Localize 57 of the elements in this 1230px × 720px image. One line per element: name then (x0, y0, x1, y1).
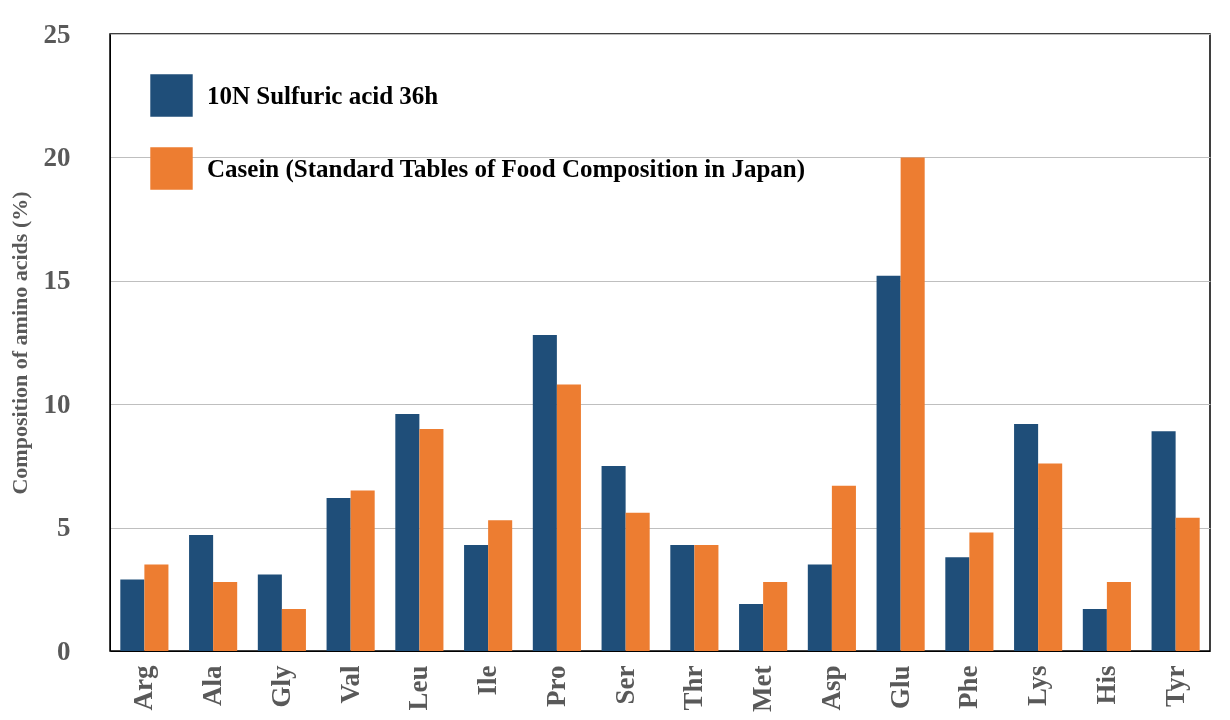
x-tick-label: Lys (1022, 665, 1053, 707)
y-tick-label: 10 (43, 388, 71, 419)
x-tick-label: Ser (609, 665, 640, 705)
bar (763, 581, 788, 651)
bar (831, 485, 856, 651)
bar (807, 564, 832, 651)
x-tick-label: Gly (265, 665, 296, 708)
x-tick-label: Ile (472, 665, 503, 696)
y-tick-label: 15 (43, 265, 71, 296)
x-tick-label: Val (334, 665, 365, 704)
x-tick-label: Asp (815, 665, 846, 711)
x-tick-label: Pro (540, 665, 571, 707)
x-tick-label: His (1090, 665, 1121, 705)
bar (1106, 581, 1131, 651)
bar (189, 535, 214, 651)
x-tick-label: Thr (678, 665, 709, 711)
x-tick-label: Ala (197, 665, 228, 706)
bar (1151, 431, 1176, 651)
bar (739, 604, 764, 651)
bar (213, 581, 238, 651)
bar (625, 512, 650, 651)
legend-label: Casein (Standard Tables of Food Composition in Japan) (207, 154, 806, 183)
bar (1038, 463, 1063, 651)
bar (969, 532, 994, 651)
bar (670, 544, 695, 651)
bar (1014, 423, 1039, 651)
bar (556, 384, 581, 651)
bar (900, 157, 925, 651)
y-tick-label: 20 (43, 141, 71, 172)
x-tick-label: Met (747, 665, 778, 712)
x-tick-label: Phe (953, 665, 984, 709)
bar (144, 564, 169, 651)
bar (326, 497, 351, 651)
bar (601, 465, 626, 651)
x-tick-label: Tyr (1159, 665, 1190, 707)
x-tick-label: Glu (884, 665, 915, 710)
bar (395, 414, 420, 651)
bar (532, 335, 557, 651)
legend-label: 10N Sulfuric acid 36h (207, 81, 439, 109)
bar (945, 557, 970, 651)
y-tick-label: 5 (57, 512, 71, 543)
bar (281, 609, 306, 651)
bar (1082, 609, 1107, 651)
y-tick-label: 0 (57, 635, 71, 666)
y-tick-label: 25 (43, 18, 71, 49)
bar (488, 520, 513, 651)
bar (1175, 517, 1200, 651)
bar (257, 574, 282, 651)
bar (419, 428, 444, 651)
bar (876, 275, 901, 651)
x-tick-label: Leu (403, 665, 434, 711)
bar (120, 579, 145, 651)
bar (464, 544, 489, 651)
bar (350, 490, 375, 651)
x-tick-label: Arg (128, 665, 159, 711)
y-axis-title: Composition of amino acids (%) (6, 191, 32, 495)
bar (694, 544, 719, 651)
